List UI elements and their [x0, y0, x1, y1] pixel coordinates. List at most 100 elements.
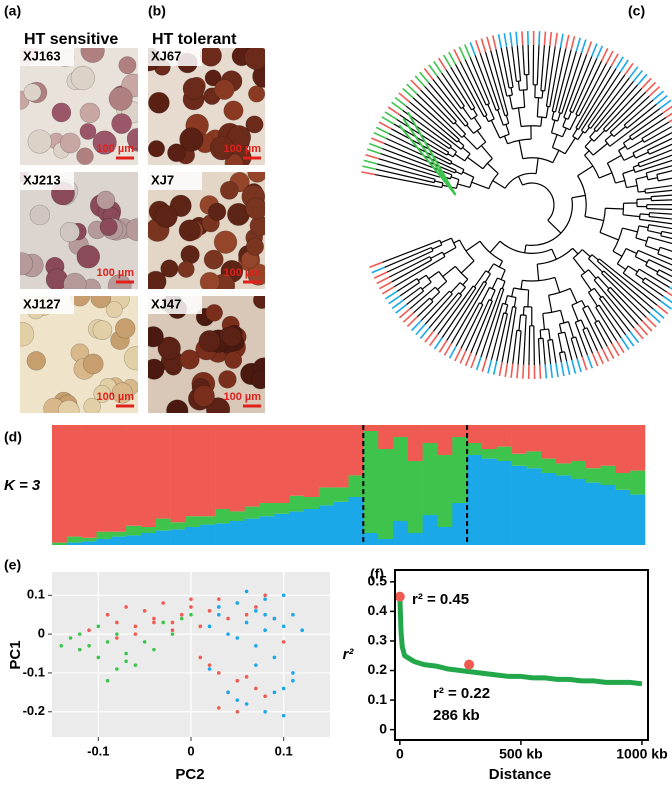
- tree-tip: [554, 32, 558, 47]
- tree-branch: [462, 146, 471, 155]
- tree-branch: [626, 184, 638, 189]
- tree-branch: [380, 153, 442, 175]
- ancestry-bar: [155, 425, 171, 519]
- tree-branch: [558, 51, 577, 113]
- micrograph: [20, 296, 138, 413]
- tree-branch: [596, 84, 639, 132]
- tree-branch: [536, 264, 540, 281]
- tree-branch: [604, 134, 613, 142]
- tree-arc: [580, 269, 589, 277]
- ancestry-bar: [348, 425, 364, 476]
- tree-branch: [510, 87, 513, 96]
- y-tick-label: 0: [38, 626, 45, 641]
- ancestry-bar: [155, 530, 171, 545]
- tree-branch: [635, 237, 647, 242]
- sample-point: [263, 597, 267, 601]
- sample-point: [115, 667, 119, 671]
- tree-tip: [406, 83, 418, 95]
- panel-label: (e): [4, 557, 21, 573]
- tree-branch: [424, 293, 453, 325]
- ancestry-bar: [585, 468, 601, 483]
- ancestry-bar: [437, 425, 453, 455]
- tree-branch: [605, 91, 646, 132]
- sample-point: [254, 643, 258, 648]
- tree-branch: [460, 304, 484, 349]
- tree-branch: [432, 79, 469, 125]
- pollen-grain: [92, 130, 117, 155]
- tree-branch: [491, 277, 498, 290]
- tree-branch: [473, 270, 487, 288]
- tree-branch: [644, 184, 672, 190]
- panel-title: HT tolerant: [152, 31, 237, 48]
- tree-branch: [639, 218, 672, 225]
- y-tick-label: 0: [379, 720, 387, 736]
- tree-branch: [572, 257, 586, 274]
- tree-branch: [484, 51, 506, 116]
- tree-tip: [429, 333, 439, 347]
- sample-point: [254, 609, 258, 613]
- tree-tip: [415, 323, 426, 336]
- ancestry-bar: [52, 425, 68, 543]
- tree-branch: [517, 81, 521, 91]
- tree-branch: [399, 114, 450, 150]
- tree-branch: [437, 280, 448, 291]
- sample-point: [291, 612, 295, 617]
- sample-point: [291, 678, 295, 683]
- tree-branch: [642, 281, 664, 297]
- tree-tip: [458, 46, 466, 60]
- tree-branch: [575, 60, 603, 115]
- y-tick-label: 0.2: [368, 661, 388, 677]
- pollen-grain: [79, 102, 101, 124]
- pollen-grain: [221, 326, 243, 347]
- tree-branch: [450, 176, 460, 181]
- tree-branch: [649, 143, 672, 155]
- pollen-grain: [157, 336, 181, 360]
- tree-arc: [629, 136, 633, 141]
- sample-point: [235, 678, 240, 683]
- sample-point: [115, 636, 119, 640]
- pollen-grain: [247, 172, 265, 183]
- ancestry-bar: [200, 425, 216, 517]
- tree-branch: [434, 180, 444, 184]
- tree-arc: [558, 112, 562, 115]
- tree-branch: [603, 270, 651, 314]
- tree-branch: [592, 142, 608, 156]
- tree-branch: [460, 260, 475, 274]
- pollen-grain: [253, 296, 265, 309]
- sample-point: [105, 678, 110, 683]
- tree-tip: [521, 31, 524, 46]
- tree-branch: [522, 89, 526, 108]
- pollen-grain: [199, 271, 221, 289]
- ancestry-bar: [496, 446, 512, 461]
- tree-branch: [635, 273, 644, 281]
- ancestry-bar: [392, 521, 409, 545]
- pollen-grain: [226, 125, 252, 150]
- tree-branch: [559, 310, 565, 324]
- ancestry-bar: [570, 479, 586, 545]
- ancestry-bar: [526, 468, 542, 545]
- ancestry-bar: [600, 425, 616, 466]
- tree-branch: [441, 287, 477, 338]
- pollen-grain: [111, 382, 133, 404]
- ancestry-bar: [274, 425, 290, 503]
- tree-branch: [598, 298, 627, 336]
- ancestry-bar: [511, 453, 527, 466]
- pollen-grain: [26, 351, 46, 371]
- panel-label: (a): [4, 3, 21, 19]
- pollen-grain: [167, 143, 186, 163]
- tree-branch: [403, 286, 422, 301]
- pollen-grain: [213, 230, 238, 254]
- ancestry-bar: [274, 513, 290, 545]
- tree-branch: [632, 131, 672, 154]
- tree-branch: [459, 61, 488, 116]
- tree-arc: [632, 166, 636, 173]
- tree-branch: [500, 47, 510, 89]
- sample-point: [87, 643, 91, 648]
- tree-branch: [479, 53, 500, 110]
- tree-tip: [632, 70, 644, 82]
- tree-tip: [641, 77, 652, 90]
- ancestry-bar: [81, 541, 97, 545]
- tree-branch: [506, 307, 517, 364]
- micrograph: [148, 48, 265, 165]
- tree-arc: [559, 351, 565, 354]
